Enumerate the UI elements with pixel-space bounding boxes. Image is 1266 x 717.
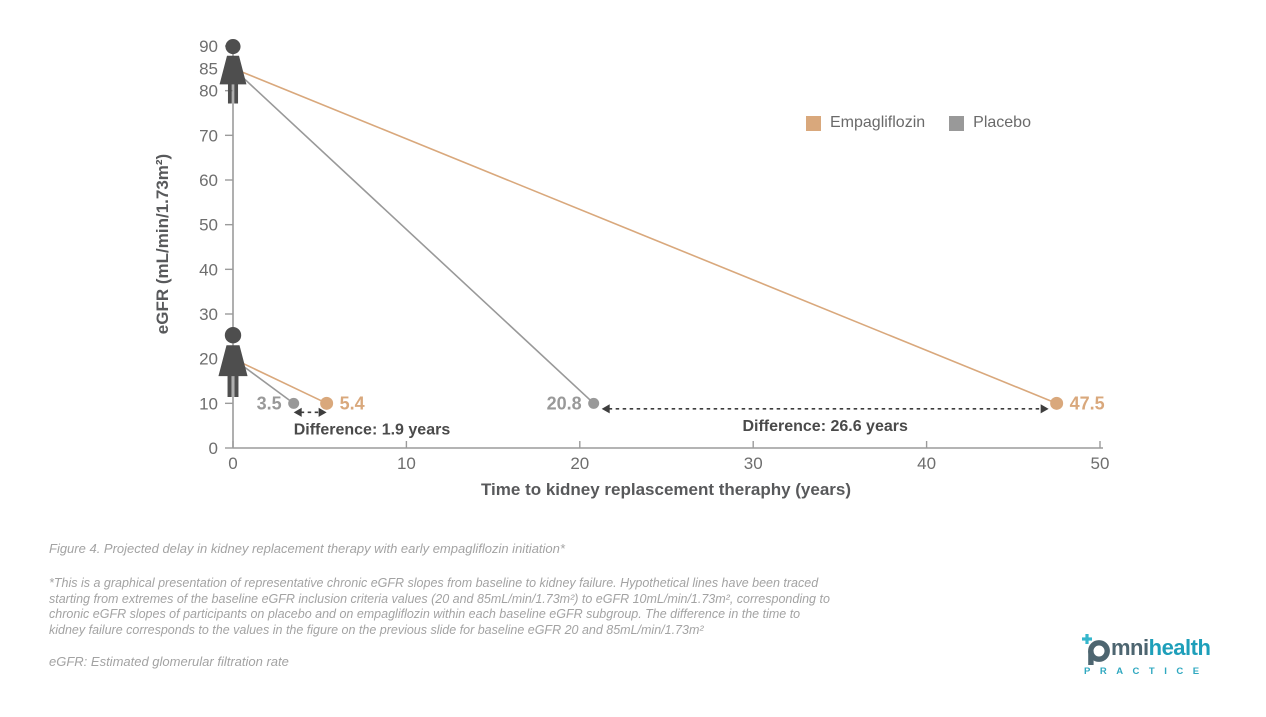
x-tick-label: 50 — [1091, 454, 1110, 473]
legend: Empagliflozin Placebo — [806, 114, 1031, 132]
chart-plot-area: 0 10 20 30 40 50 60 70 80 85 90 0 10 20 30 40 50 47.5 5.4 2… — [199, 37, 1109, 473]
data-point-dot — [320, 396, 334, 410]
data-point-label: 5.4 — [340, 393, 365, 413]
series-line-empagliflozin — [232, 67, 1057, 405]
difference-label: Difference: 1.9 years — [294, 421, 451, 438]
y-tick-label: 40 — [199, 260, 218, 279]
arrow-left-head — [601, 404, 610, 414]
series-line-empagliflozin — [232, 357, 327, 405]
figure-caption: Figure 4. Projected delay in kidney repl… — [49, 541, 565, 556]
arrow-right-head — [1040, 404, 1049, 414]
x-tick-label: 0 — [228, 454, 237, 473]
data-point-label: 20.8 — [547, 393, 582, 413]
x-tick-label: 10 — [397, 454, 416, 473]
logo-ring-tail — [1088, 651, 1094, 665]
person-body — [218, 345, 248, 397]
legend-swatch-icon — [806, 115, 821, 131]
legend-label: Empagliflozin — [830, 114, 926, 131]
y-axis-title: eGFR (mL/min/1.73m²) — [153, 154, 172, 334]
person-body — [219, 55, 247, 104]
legend-item-placebo: Placebo — [949, 114, 1031, 132]
logo-text-mni: mni — [1111, 635, 1149, 660]
omnihealth-logo: mni health PRACTICE — [1082, 634, 1222, 677]
legend-item-empagliflozin: Empagliflozin — [806, 114, 925, 132]
y-tick-label: 30 — [199, 305, 218, 324]
x-tick-label: 30 — [744, 454, 763, 473]
arrow-left-head — [293, 407, 302, 417]
y-tick-label: 80 — [199, 82, 218, 101]
person-head — [224, 327, 242, 344]
series-line-placebo — [232, 67, 595, 404]
logo-text-health: health — [1148, 635, 1211, 660]
difference-label: Difference: 26.6 years — [742, 418, 908, 435]
x-tick-label: 20 — [570, 454, 589, 473]
data-point-label: 47.5 — [1070, 393, 1105, 413]
legend-label: Placebo — [973, 114, 1031, 131]
person-icon — [218, 327, 248, 397]
y-tick-label: 20 — [199, 350, 218, 369]
y-tick-label: 50 — [199, 216, 218, 235]
arrow-right-head — [318, 407, 327, 417]
data-point-dot — [588, 397, 600, 409]
abbreviation-note: eGFR: Estimated glomerular filtration ra… — [49, 654, 289, 669]
logo-o-glyph — [1082, 634, 1110, 665]
y-tick-label: 70 — [199, 126, 218, 145]
legend-swatch-icon — [949, 115, 965, 131]
logo-subtitle: PRACTICE — [1084, 666, 1209, 677]
x-tick-label: 40 — [917, 454, 936, 473]
plus-icon — [1082, 634, 1092, 644]
data-point-label: 3.5 — [257, 393, 282, 413]
x-axis-title: Time to kidney replascement theraphy (ye… — [481, 480, 851, 499]
kidney-replacement-chart: 0 10 20 30 40 50 60 70 80 85 90 0 10 20 30 40 50 47.5 5.4 2… — [153, 37, 1109, 499]
y-tick-label: 60 — [199, 171, 218, 190]
y-tick-label: 10 — [199, 394, 218, 413]
y-tick-label: 85 — [199, 59, 218, 78]
logo-wordmark: mni health — [1082, 634, 1222, 665]
person-head — [225, 38, 241, 55]
footnote: *This is a graphical presentation of rep… — [49, 576, 830, 637]
data-point-dot — [1050, 396, 1064, 410]
data-point-dot — [288, 397, 300, 409]
y-tick-label: 90 — [199, 37, 218, 56]
person-icon — [219, 38, 247, 104]
y-tick-label: 0 — [209, 439, 218, 458]
